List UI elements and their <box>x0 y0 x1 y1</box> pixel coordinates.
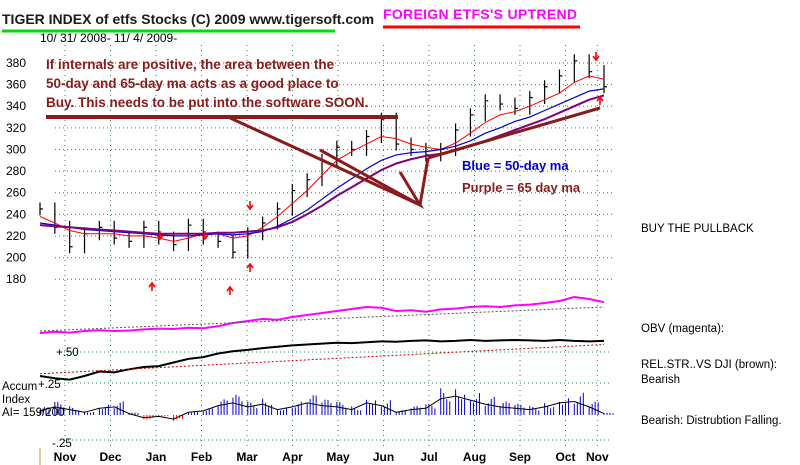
x-tick-label: Nov <box>586 450 609 464</box>
obv-trendline <box>39 306 605 332</box>
accum-ma-line <box>39 395 605 420</box>
relstr-line <box>39 338 605 381</box>
annotation-line-3: Buy. This needs to be put into the softw… <box>46 95 369 110</box>
x-tick-label: May <box>326 450 350 464</box>
x-tick-label: Feb <box>191 450 212 464</box>
y-tick-label: 380 <box>6 56 26 70</box>
relstr-trendline <box>39 344 605 375</box>
y-tick-label: 320 <box>6 121 26 135</box>
y-tick-label: 260 <box>6 186 26 200</box>
x-tick-label: Jan <box>146 450 167 464</box>
buy-zone-annotation: If internals are positive, the area betw… <box>46 55 391 112</box>
accum-label-line3: AI= 159/200 <box>2 407 65 419</box>
buy-arrow-icon <box>246 262 254 272</box>
y-tick-label: 220 <box>6 229 26 243</box>
buy-arrow-icon <box>596 95 604 105</box>
y-tick-label: 340 <box>6 99 26 113</box>
sell-arrow-icon <box>201 231 209 241</box>
y-tick-label: 200 <box>6 251 26 265</box>
obv-line <box>39 295 605 334</box>
x-tick-label: Jun <box>373 450 394 464</box>
x-tick-label: Sep <box>509 450 531 464</box>
y-tick-label: 300 <box>6 142 26 156</box>
buy-arrow-icon <box>226 285 234 295</box>
sell-arrow-icon <box>156 231 164 241</box>
accum-histogram <box>39 388 614 421</box>
relstr-level-label: +.50 <box>56 347 79 359</box>
legend-purple-65day: Purple = 65 day ma <box>462 180 581 195</box>
sell-arrow-icon <box>246 201 254 211</box>
accum-label-line1: Accum <box>2 381 38 393</box>
x-tick-label: Oct <box>555 450 575 464</box>
obv-label: OBV (magenta): <box>641 323 725 335</box>
legend-blue-50day: Blue = 50-day ma <box>462 158 569 173</box>
y-tick-label: 360 <box>6 78 26 92</box>
x-tick-label: Aug <box>463 450 486 464</box>
x-tick-label: Apr <box>282 450 303 464</box>
accum-upper-level: +.25 <box>38 379 61 391</box>
x-tick-label: Mar <box>236 450 258 464</box>
chart-title: TIGER INDEX of etfs Stocks (C) 2009 www.… <box>2 11 375 27</box>
sell-arrow-icon <box>592 52 600 62</box>
x-tick-label: Jul <box>420 450 437 464</box>
ma-50-line <box>39 88 605 237</box>
y-tick-label: 280 <box>6 164 26 178</box>
chart-subtitle: FOREIGN ETFS'S UPTREND <box>383 6 578 22</box>
relstr-label: REL.STR..VS DJI (brown): <box>641 359 778 371</box>
x-tick-label: Nov <box>54 450 77 464</box>
annotation-line-2: 50-day and 65-day ma acts as a good plac… <box>46 76 339 91</box>
ma-65-line <box>39 94 605 235</box>
pointer-arrow-price <box>319 148 425 210</box>
accum-status: Bearish: Distrubtion Falling. <box>641 415 782 427</box>
x-tick-label: Dec <box>99 450 121 464</box>
accum-label-line2: Index <box>2 394 31 406</box>
y-tick-label: 180 <box>6 272 26 286</box>
ma-21-line <box>39 75 605 242</box>
annotation-line-1: If internals are positive, the area betw… <box>46 57 335 72</box>
accum-lower-level: -.25 <box>52 438 72 450</box>
buy-the-pullback-label: BUY THE PULLBACK <box>641 223 754 235</box>
date-range: 10/ 31/ 2008- 11/ 4/ 2009- <box>40 31 178 45</box>
pointer-arrow-trend <box>427 106 601 160</box>
y-tick-label: 240 <box>6 207 26 221</box>
relstr-status: Bearish <box>641 374 680 386</box>
buy-arrow-icon <box>148 281 156 291</box>
